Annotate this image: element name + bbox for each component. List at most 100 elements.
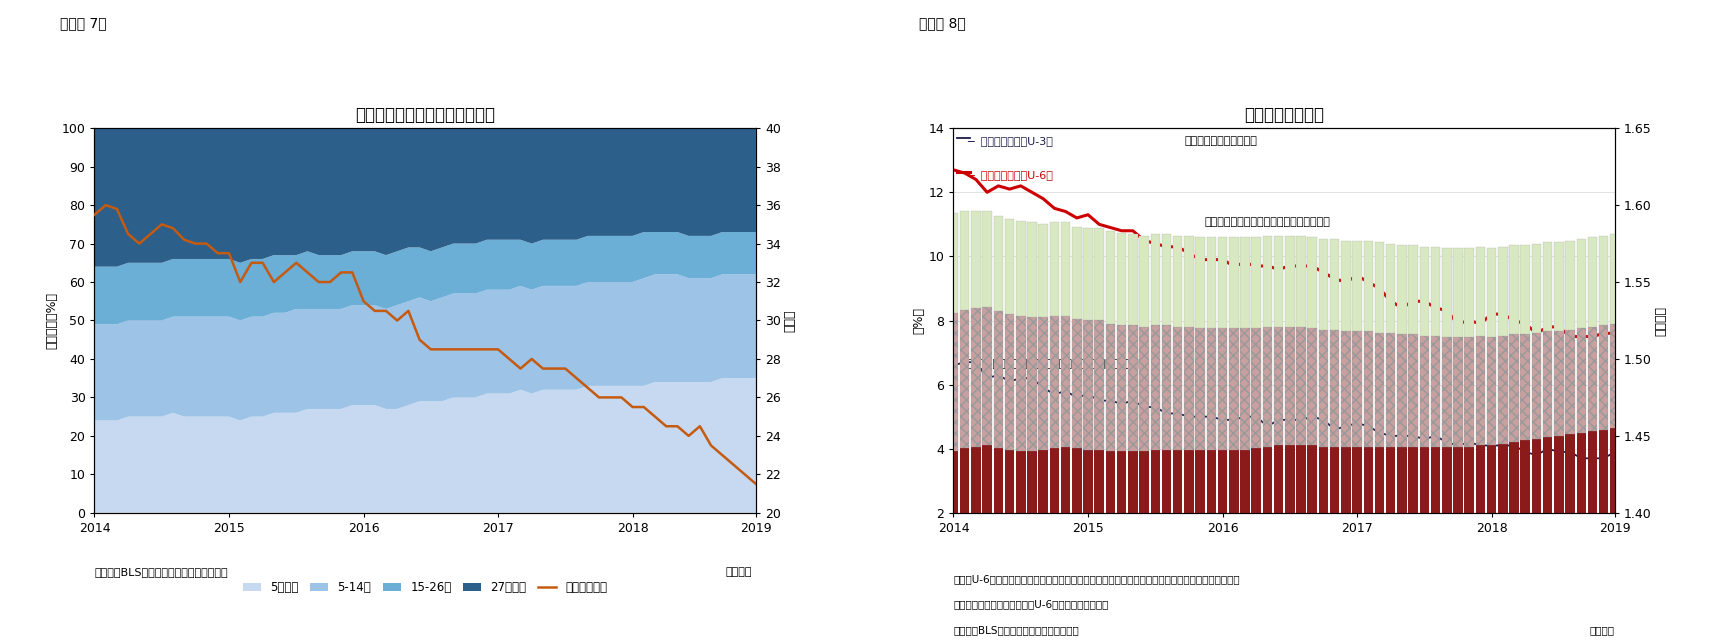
Bar: [1476, 336, 1484, 445]
Text: 周辺労働力人口（右軸）: 周辺労働力人口（右軸）: [1185, 136, 1258, 146]
Bar: [1397, 447, 1407, 641]
Bar: [1364, 331, 1373, 447]
Bar: [1342, 240, 1350, 331]
Bar: [1263, 327, 1271, 447]
Bar: [1610, 235, 1620, 324]
Bar: [1555, 242, 1563, 331]
Text: （月次）: （月次）: [1589, 625, 1615, 635]
Bar: [1352, 331, 1362, 447]
Bar: [1307, 445, 1318, 641]
Bar: [1453, 447, 1462, 641]
Bar: [1441, 447, 1452, 641]
Bar: [1453, 248, 1462, 337]
Bar: [1106, 324, 1115, 451]
Y-axis label: （億人）: （億人）: [1654, 306, 1668, 335]
Bar: [1273, 445, 1283, 641]
Bar: [1285, 236, 1295, 327]
Bar: [1431, 336, 1440, 447]
Bar: [1508, 442, 1519, 641]
Bar: [1565, 329, 1575, 435]
Bar: [1129, 451, 1137, 641]
Bar: [1038, 224, 1048, 317]
Bar: [1206, 237, 1216, 328]
Bar: [1352, 240, 1362, 331]
Bar: [1106, 231, 1115, 324]
Bar: [1599, 429, 1608, 641]
Bar: [971, 212, 981, 308]
Bar: [1196, 450, 1204, 641]
Bar: [1060, 222, 1070, 316]
Bar: [1251, 448, 1261, 641]
Bar: [948, 213, 959, 313]
Bar: [1015, 221, 1026, 316]
Bar: [1419, 336, 1429, 447]
Text: （資料）BLSよりニッセイ基礎研究所作成: （資料）BLSよりニッセイ基礎研究所作成: [953, 625, 1079, 635]
Bar: [1330, 239, 1340, 329]
Bar: [1364, 240, 1373, 331]
Bar: [1441, 248, 1452, 337]
Bar: [960, 212, 969, 310]
Text: （注）U-6＝（失業者＋周辺労働力＋経済的理由によるパートタイマー）／（労働力＋周辺労働力）: （注）U-6＝（失業者＋周辺労働力＋経済的理由によるパートタイマー）／（労働力＋…: [953, 574, 1240, 584]
Bar: [1060, 447, 1070, 641]
Bar: [1084, 450, 1093, 641]
Bar: [1139, 236, 1149, 327]
Bar: [960, 310, 969, 448]
Bar: [1285, 327, 1295, 445]
Bar: [1330, 447, 1340, 641]
Bar: [1297, 236, 1306, 327]
Bar: [1218, 237, 1227, 328]
Bar: [1129, 235, 1137, 325]
Bar: [1319, 447, 1328, 641]
Bar: [1285, 445, 1295, 641]
Bar: [1397, 335, 1407, 447]
Bar: [1161, 325, 1172, 450]
Text: ─  広義の失業率（U-6）: ─ 広義の失業率（U-6）: [967, 171, 1053, 181]
Bar: [1240, 450, 1249, 641]
Bar: [1577, 328, 1586, 433]
Bar: [1565, 240, 1575, 329]
Bar: [1397, 245, 1407, 335]
Bar: [1173, 450, 1182, 641]
Bar: [1184, 327, 1194, 450]
Bar: [1409, 447, 1417, 641]
Bar: [1464, 248, 1474, 337]
Bar: [1486, 445, 1496, 641]
Bar: [1409, 335, 1417, 447]
Bar: [1184, 450, 1194, 641]
Bar: [1307, 237, 1318, 328]
Bar: [1374, 447, 1385, 641]
Bar: [1330, 329, 1340, 447]
Bar: [1599, 236, 1608, 325]
Bar: [1453, 337, 1462, 447]
Bar: [1173, 327, 1182, 450]
Bar: [1498, 444, 1508, 641]
Bar: [983, 306, 991, 445]
Bar: [1228, 237, 1239, 328]
Bar: [1319, 239, 1328, 329]
Legend: 5週未満, 5-14週, 15-26週, 27週以上, 平均（右軸）: 5週未満, 5-14週, 15-26週, 27週以上, 平均（右軸）: [239, 577, 612, 599]
Text: （月次）: （月次）: [727, 567, 752, 578]
Bar: [1342, 447, 1350, 641]
Y-axis label: （週）: （週）: [783, 309, 797, 332]
Bar: [993, 216, 1003, 312]
Bar: [1050, 448, 1060, 641]
Bar: [993, 448, 1003, 641]
Bar: [1476, 445, 1484, 641]
Bar: [1386, 333, 1395, 447]
Bar: [1532, 439, 1541, 641]
Bar: [1005, 219, 1014, 314]
Bar: [1228, 450, 1239, 641]
Bar: [1543, 437, 1553, 641]
Bar: [1520, 440, 1531, 641]
Bar: [1352, 447, 1362, 641]
Bar: [1610, 324, 1620, 428]
Bar: [1117, 325, 1127, 451]
Bar: [1409, 245, 1417, 335]
Bar: [1151, 235, 1160, 325]
Bar: [1060, 316, 1070, 447]
Bar: [1342, 331, 1350, 447]
Bar: [1015, 316, 1026, 451]
Bar: [1441, 337, 1452, 447]
Bar: [1273, 236, 1283, 327]
Bar: [1532, 333, 1541, 439]
